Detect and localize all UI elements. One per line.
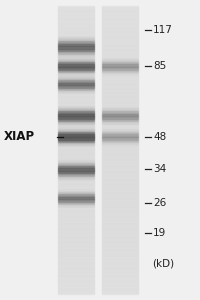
Text: 48: 48 bbox=[153, 131, 166, 142]
Text: XIAP: XIAP bbox=[4, 130, 35, 143]
Text: 117: 117 bbox=[153, 25, 173, 35]
Text: 34: 34 bbox=[153, 164, 166, 175]
Text: (kD): (kD) bbox=[152, 259, 174, 269]
Text: 85: 85 bbox=[153, 61, 166, 71]
Text: 19: 19 bbox=[153, 227, 166, 238]
Bar bbox=[102, 6, 138, 294]
Bar bbox=[58, 6, 94, 294]
Text: 26: 26 bbox=[153, 197, 166, 208]
